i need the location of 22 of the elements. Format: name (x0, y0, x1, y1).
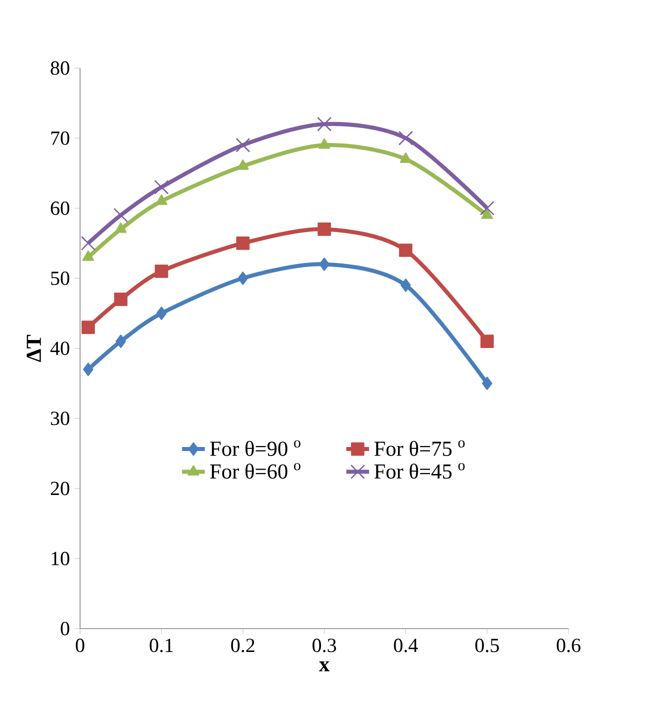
y-tick-label: 10 (52, 552, 70, 566)
legend-label: For θ=45 $^{o}$ (374, 463, 465, 479)
x-tick-label: 0.3 (312, 638, 336, 652)
legend-label: For θ=60 $^{o}$ (210, 463, 301, 479)
y-tick-label: 40 (50, 342, 70, 356)
y-tick-label: 0 (60, 622, 70, 636)
x-axis-title: x (319, 661, 330, 672)
y-tick-label: 20 (51, 482, 70, 496)
x-tick-label: 0.6 (556, 638, 581, 652)
y-tick-label: 30 (51, 412, 70, 426)
y-tick-label: 70 (52, 131, 70, 145)
x-tick-label: 0.1 (150, 638, 173, 652)
legend-label: For θ=90 $^{o}$ (210, 440, 301, 456)
y-tick-label: 50 (51, 272, 70, 286)
x-tick-label: 0 (76, 638, 85, 652)
y-tick-label: 60 (51, 201, 70, 215)
x-tick-label: 0.5 (476, 638, 500, 652)
legend-label: For θ=75 $^{o}$ (374, 440, 465, 456)
x-tick-label: 0.4 (394, 638, 418, 652)
y-tick-label: 80 (50, 61, 70, 75)
x-tick-label: 0.2 (231, 638, 254, 652)
y-axis-title: ΔT (26, 334, 42, 362)
